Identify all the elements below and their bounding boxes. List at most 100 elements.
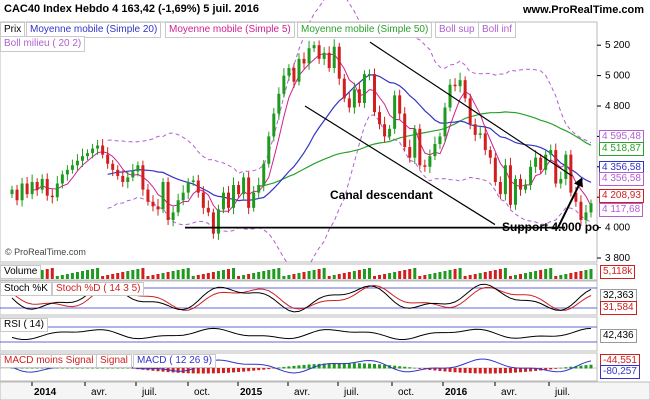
volume-bar: [388, 273, 392, 279]
macd-hist-bar: [362, 363, 366, 369]
volume-bar: [206, 273, 210, 279]
candle-body: [584, 212, 588, 220]
candle-body: [80, 156, 84, 161]
macd-hist-bar: [176, 368, 180, 373]
candle-body: [564, 154, 568, 179]
macd-hist-bar: [226, 368, 230, 373]
macd-hist-bar: [554, 368, 558, 369]
candle-body: [589, 203, 593, 213]
macd-hist-bar: [322, 363, 326, 369]
candle-body: [403, 113, 407, 148]
candle-body: [45, 178, 49, 196]
macd-hist-bar: [443, 368, 447, 372]
macd-hist-bar: [473, 368, 477, 374]
candle-body: [257, 185, 261, 193]
candle-body: [151, 201, 155, 207]
volume-bar: [262, 271, 266, 279]
volume-bar: [519, 274, 523, 279]
candle-body: [282, 75, 286, 94]
candle-body: [196, 180, 200, 193]
stoch-d-label[interactable]: Stoch %D ( 14 3 5): [52, 282, 145, 296]
macd-hist-bar: [544, 368, 548, 370]
macd-hist-bar: [438, 368, 442, 371]
candle-body: [216, 209, 220, 234]
volume-bar: [297, 273, 301, 279]
volume-bar: [237, 276, 241, 279]
candle-body: [508, 165, 512, 205]
macd-hist-bar: [277, 367, 281, 369]
volume-bar: [418, 276, 422, 279]
candle-body: [398, 95, 402, 114]
support-annotation: Support 4.000 po: [502, 220, 600, 234]
macd-hist-bar: [267, 368, 271, 370]
candle-body: [478, 133, 482, 135]
macd-hist-bar: [357, 363, 361, 369]
stoch-k-label[interactable]: Stoch %K: [0, 282, 52, 296]
volume-bar: [398, 271, 402, 279]
candle-body: [579, 201, 583, 220]
volume-bar: [488, 271, 492, 279]
candle-body: [186, 182, 190, 193]
candle-body: [10, 189, 14, 195]
legend-mm5[interactable]: Moyenne mobile (Simple 5): [165, 22, 295, 38]
macd-hist-bar: [327, 363, 331, 369]
forecast-arrow-line: [557, 178, 583, 229]
macd-hist-bar: [126, 367, 130, 369]
macd-hist-bar: [413, 367, 417, 369]
macd-hist-bar: [453, 368, 457, 373]
volume-bar: [267, 270, 271, 279]
macd-hist-bar: [524, 368, 528, 372]
volume-bar: [483, 272, 487, 279]
chart-title: CAC40 Index Hebdo 4 163,42 (-1,69%) 5 ju…: [4, 3, 259, 15]
legend-boll-milieu[interactable]: Boll milieu ( 20 2): [0, 36, 86, 52]
volume-label[interactable]: Volume: [0, 265, 42, 279]
volume-bar: [413, 268, 417, 279]
macd-hist-bar: [468, 368, 472, 374]
price-tick-label: 3 800: [605, 253, 630, 264]
macd-hist-bar: [337, 363, 341, 369]
legend-boll-inf[interactable]: Boll inf: [478, 22, 517, 38]
rsi-label[interactable]: RSI ( 14): [0, 318, 49, 332]
candle-body: [252, 192, 256, 208]
macd-hist-bar: [151, 368, 155, 371]
macd-hist-bar: [232, 368, 236, 373]
macd-hist-bar: [503, 368, 507, 374]
legend-mm20[interactable]: Moyenne mobile (Simple 20): [26, 22, 162, 38]
candle-body: [297, 58, 301, 82]
forecast-arrow-head: [574, 177, 583, 188]
macd-hist-bar: [257, 368, 261, 371]
candle-body: [453, 84, 457, 87]
candle-body: [337, 46, 341, 79]
candle-body: [272, 113, 276, 137]
candle-body: [373, 74, 377, 113]
candle-body: [116, 169, 120, 176]
price-tick-label: 5 000: [605, 71, 630, 82]
macd-label-c[interactable]: MACD ( 12 26 9): [133, 354, 217, 368]
macd-label-a[interactable]: MACD moins Signal: [0, 354, 98, 368]
candle-body: [423, 165, 427, 167]
candle-body: [544, 154, 548, 170]
legend-mm50[interactable]: Moyenne mobile (Simple 50): [297, 22, 433, 38]
macd-hist-bar: [342, 363, 346, 369]
candle-body: [428, 156, 432, 167]
macd-hist-bar: [156, 368, 160, 372]
candle-body: [367, 74, 371, 76]
candle-body: [513, 178, 517, 205]
candle-body: [50, 195, 54, 198]
site-label[interactable]: www.ProRealTime.com: [522, 4, 644, 16]
macd-label-b[interactable]: Signal: [96, 354, 132, 368]
candle-body: [237, 185, 241, 195]
candle-body: [574, 192, 578, 202]
legend-boll-sup[interactable]: Boll sup: [435, 22, 479, 38]
macd-hist-bar: [347, 363, 351, 369]
candle-body: [267, 136, 271, 164]
volume-bar: [584, 270, 588, 279]
volume-bar: [529, 272, 533, 279]
candle-body: [559, 178, 563, 184]
volume-bar: [513, 275, 517, 279]
candle-body: [307, 48, 311, 64]
candle-body: [126, 177, 130, 182]
macd-hist-bar: [549, 368, 553, 370]
volume-bar: [176, 270, 180, 279]
candle-body: [418, 128, 422, 166]
